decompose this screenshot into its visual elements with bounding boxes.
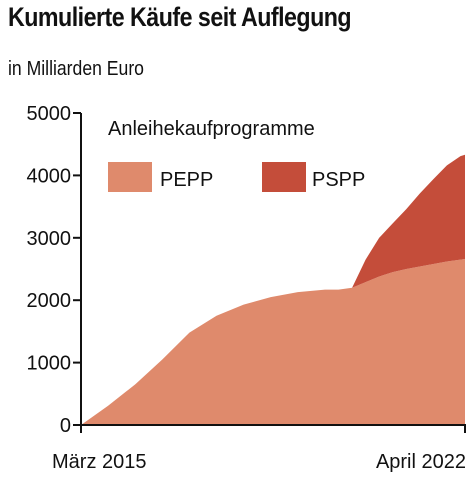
y-tick-label-4000: 4000 (27, 165, 72, 187)
y-tick-label-0: 0 (60, 415, 71, 437)
y-axis: 0 1000 2000 3000 4000 5000 (27, 103, 82, 437)
areas-group (81, 154, 465, 426)
x-tick-label-start: März 2015 (52, 451, 147, 473)
chart-subtitle: in Milliarden Euro (8, 58, 144, 80)
legend-label-pepp: PEPP (160, 169, 213, 191)
legend-swatch-pepp (108, 162, 152, 192)
y-tick-label-5000: 5000 (27, 103, 72, 125)
legend-title: Anleihekaufprogramme (108, 118, 315, 140)
legend-swatch-pspp (262, 162, 306, 192)
x-tick-label-end: April 2022 (376, 451, 466, 473)
chart-title: Kumulierte Käufe seit Auflegung (8, 2, 352, 32)
y-tick-label-3000: 3000 (27, 228, 72, 250)
y-tick-label-2000: 2000 (27, 290, 72, 312)
legend-label-pspp: PSPP (312, 169, 365, 191)
area-pepp (81, 259, 465, 425)
y-tick-label-1000: 1000 (27, 353, 72, 375)
